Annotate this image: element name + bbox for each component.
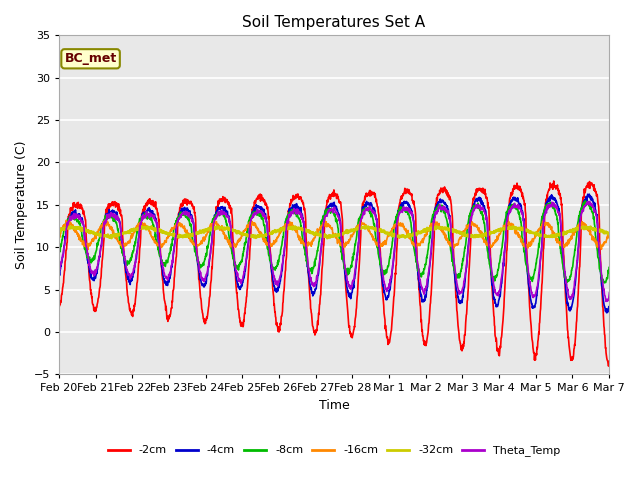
-32cm [607, 231, 615, 237]
-4cm [607, 298, 614, 303]
Theta_Temp [364, 206, 372, 212]
Y-axis label: Soil Temperature (C): Soil Temperature (C) [15, 141, 28, 269]
-16cm [204, 229, 212, 235]
-8cm [637, 285, 640, 290]
X-axis label: Time: Time [319, 399, 349, 412]
-16cm [246, 221, 253, 227]
-32cm [108, 235, 115, 241]
-32cm [611, 233, 618, 239]
-8cm [268, 263, 276, 269]
-8cm [204, 246, 211, 252]
-2cm [268, 278, 276, 284]
Theta_Temp [268, 266, 276, 272]
-8cm [245, 217, 253, 223]
-2cm [607, 355, 614, 361]
-8cm [55, 250, 63, 255]
-32cm [365, 226, 372, 231]
Line: -2cm: -2cm [59, 178, 640, 368]
Line: -4cm: -4cm [59, 192, 640, 315]
-8cm [581, 198, 589, 204]
Line: Theta_Temp: Theta_Temp [59, 202, 640, 303]
Text: BC_met: BC_met [65, 52, 116, 65]
Theta_Temp [585, 199, 593, 204]
-4cm [204, 273, 211, 278]
Theta_Temp [204, 268, 211, 274]
-32cm [204, 226, 212, 232]
Line: -8cm: -8cm [59, 201, 640, 288]
-16cm [607, 228, 615, 234]
-2cm [55, 300, 63, 306]
-8cm [610, 222, 618, 228]
Theta_Temp [245, 236, 253, 242]
-16cm [84, 247, 92, 252]
Title: Soil Temperatures Set A: Soil Temperatures Set A [243, 15, 426, 30]
Line: -16cm: -16cm [59, 220, 640, 250]
-16cm [365, 227, 372, 233]
Theta_Temp [607, 287, 614, 292]
-8cm [364, 205, 372, 211]
-16cm [55, 231, 63, 237]
-2cm [204, 312, 211, 318]
-32cm [55, 227, 63, 233]
-4cm [364, 201, 372, 207]
-2cm [620, 175, 628, 181]
-4cm [268, 271, 276, 277]
-16cm [63, 217, 70, 223]
Theta_Temp [55, 269, 63, 275]
-16cm [611, 225, 618, 230]
-4cm [55, 270, 63, 276]
-4cm [621, 190, 628, 195]
-16cm [269, 241, 276, 247]
Theta_Temp [610, 260, 618, 265]
-2cm [364, 192, 372, 198]
-32cm [269, 228, 276, 234]
-4cm [610, 264, 618, 269]
-32cm [246, 234, 253, 240]
-2cm [610, 316, 618, 322]
-2cm [245, 258, 253, 264]
Legend: -2cm, -4cm, -8cm, -16cm, -32cm, Theta_Temp: -2cm, -4cm, -8cm, -16cm, -32cm, Theta_Te… [103, 441, 565, 461]
-32cm [362, 223, 369, 229]
-8cm [607, 255, 614, 261]
Line: -32cm: -32cm [59, 226, 640, 238]
-4cm [245, 231, 253, 237]
